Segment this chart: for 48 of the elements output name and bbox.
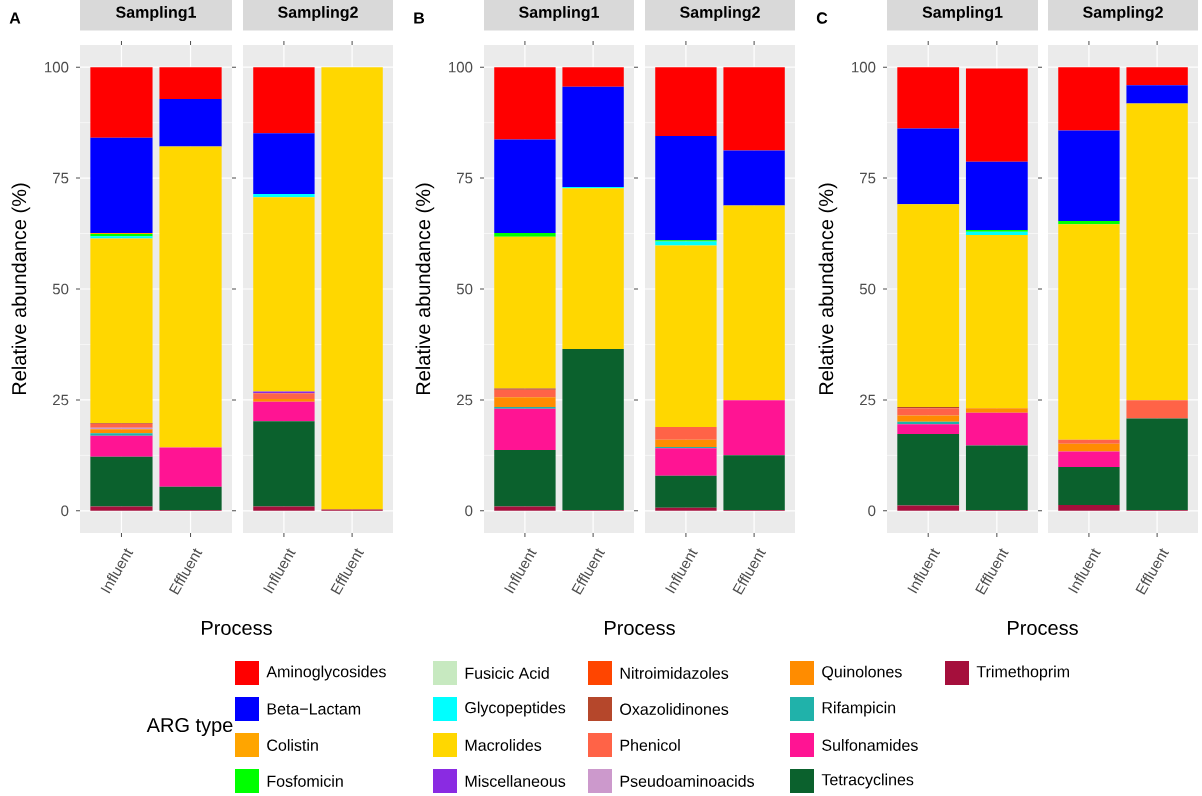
chart-title: Sampling2: [278, 6, 358, 22]
y-axis-title: Relative abundance (%): [415, 183, 435, 395]
legend-label: Fusicic Acid: [465, 667, 549, 679]
y-tick-label: 75: [860, 172, 876, 184]
y-tick-label: 25: [53, 394, 69, 406]
y-tick-label: 0: [465, 505, 473, 517]
legend-label: Oxazolidinones: [620, 703, 729, 715]
chart-title: Sampling1: [922, 6, 1003, 22]
y-tick-label: 25: [457, 394, 473, 406]
x-axis-title: Process: [605, 621, 675, 635]
y-tick-label: 75: [53, 172, 69, 184]
x-axis-title: Process: [1008, 621, 1078, 635]
y-tick-label: 100: [449, 61, 473, 73]
legend-label: Trimethoprim: [976, 665, 1069, 681]
y-tick-label: 0: [61, 505, 69, 517]
y-tick-label: 25: [860, 394, 876, 406]
legend-label: Phenicol: [620, 739, 680, 751]
legend-title: ARG type: [146, 717, 233, 737]
legend-label: Pseudoaminoacids: [620, 775, 755, 787]
legend-label: Beta−Lactam: [267, 703, 361, 715]
y-axis-title: Relative abundance (%): [11, 183, 31, 395]
legend-label: Glycopeptides: [465, 701, 566, 717]
y-tick-label: 75: [457, 172, 473, 184]
legend-label: Macrolides: [465, 739, 542, 751]
x-axis-title: Process: [202, 621, 272, 635]
legend-label: Tetracyclines: [821, 773, 914, 789]
legend-label: Fosfomicin: [267, 775, 343, 787]
text: B: [414, 12, 425, 24]
legend-label: Nitroimidazoles: [620, 667, 729, 679]
y-tick-label: 0: [868, 505, 876, 517]
legend-label: Aminoglycosides: [266, 665, 386, 681]
text: C: [816, 12, 828, 24]
chart-title: Sampling2: [680, 6, 760, 22]
y-tick-label: 50: [859, 283, 876, 295]
y-tick-label: 50: [456, 283, 473, 295]
y-tick-label: 50: [52, 283, 69, 295]
legend-label: Colistin: [267, 739, 318, 751]
y-tick-label: 100: [45, 61, 69, 73]
legend-label: Rifampicin: [822, 701, 896, 717]
chart-title: Sampling2: [1083, 6, 1163, 22]
y-tick-label: 100: [852, 61, 876, 73]
legend-label: Sulfonamides: [822, 739, 918, 751]
chart-title: Sampling1: [519, 6, 600, 22]
chart-title: Sampling1: [116, 6, 196, 22]
y-axis-title: Relative abundance (%): [818, 183, 838, 395]
legend-label: Miscellaneous: [465, 775, 566, 787]
text: A: [9, 12, 21, 24]
legend-label: Quinolones: [822, 665, 902, 681]
